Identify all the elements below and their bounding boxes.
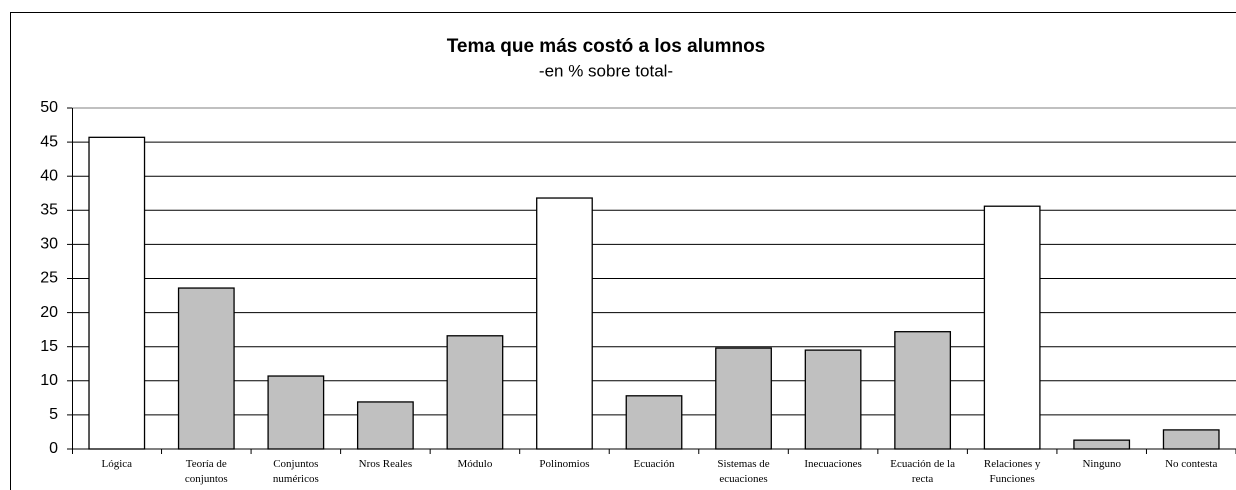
- y-tick-label: 40: [40, 167, 58, 184]
- x-tick-label: Inecuaciones: [804, 458, 862, 470]
- x-tick-label: No contesta: [1165, 458, 1218, 470]
- bar: [267, 375, 325, 450]
- bar: [1073, 439, 1131, 450]
- bar: [894, 331, 952, 450]
- y-tick-label: 15: [40, 338, 58, 355]
- x-tick-label: Sistemas de ecuaciones: [717, 458, 770, 485]
- bar: [983, 205, 1041, 450]
- y-tick-label: 30: [40, 236, 58, 253]
- x-tick-label: Polinomios: [539, 458, 590, 470]
- x-tick-label: Lógica: [101, 458, 133, 470]
- y-tick-label: 35: [40, 202, 58, 219]
- x-tick-label: Ecuación de la recta: [890, 458, 955, 485]
- x-tick-label: Teoría de conjuntos: [184, 458, 228, 485]
- bar: [536, 197, 593, 450]
- bar: [446, 335, 504, 450]
- x-tick-label: Ninguno: [1082, 458, 1121, 470]
- x-tick-label: Relaciones y Funciones: [983, 458, 1041, 485]
- y-tick-label: 5: [49, 406, 58, 423]
- y-tick-label: 45: [40, 133, 58, 150]
- bar: [356, 401, 414, 450]
- y-tick-label: 20: [40, 304, 58, 321]
- y-tick-label: 0: [49, 440, 58, 457]
- bar: [1162, 429, 1220, 450]
- y-tick-label: 25: [40, 270, 58, 287]
- bar: [715, 347, 772, 450]
- bar: [804, 349, 862, 450]
- x-tick-label: Conjuntos numéricos: [272, 458, 319, 485]
- bar: [625, 395, 683, 450]
- y-tick-label: 50: [40, 99, 58, 116]
- y-tick-label: 10: [40, 372, 58, 389]
- x-tick-label: Ecuación: [633, 458, 675, 470]
- chart-title: Tema que más costó a los alumnos: [447, 36, 766, 57]
- x-tick-label: Módulo: [457, 458, 493, 470]
- bar: [88, 136, 146, 450]
- bar: [177, 287, 235, 450]
- chart-subtitle: -en % sobre total-: [539, 61, 673, 80]
- x-tick-label: Nros Reales: [358, 458, 413, 470]
